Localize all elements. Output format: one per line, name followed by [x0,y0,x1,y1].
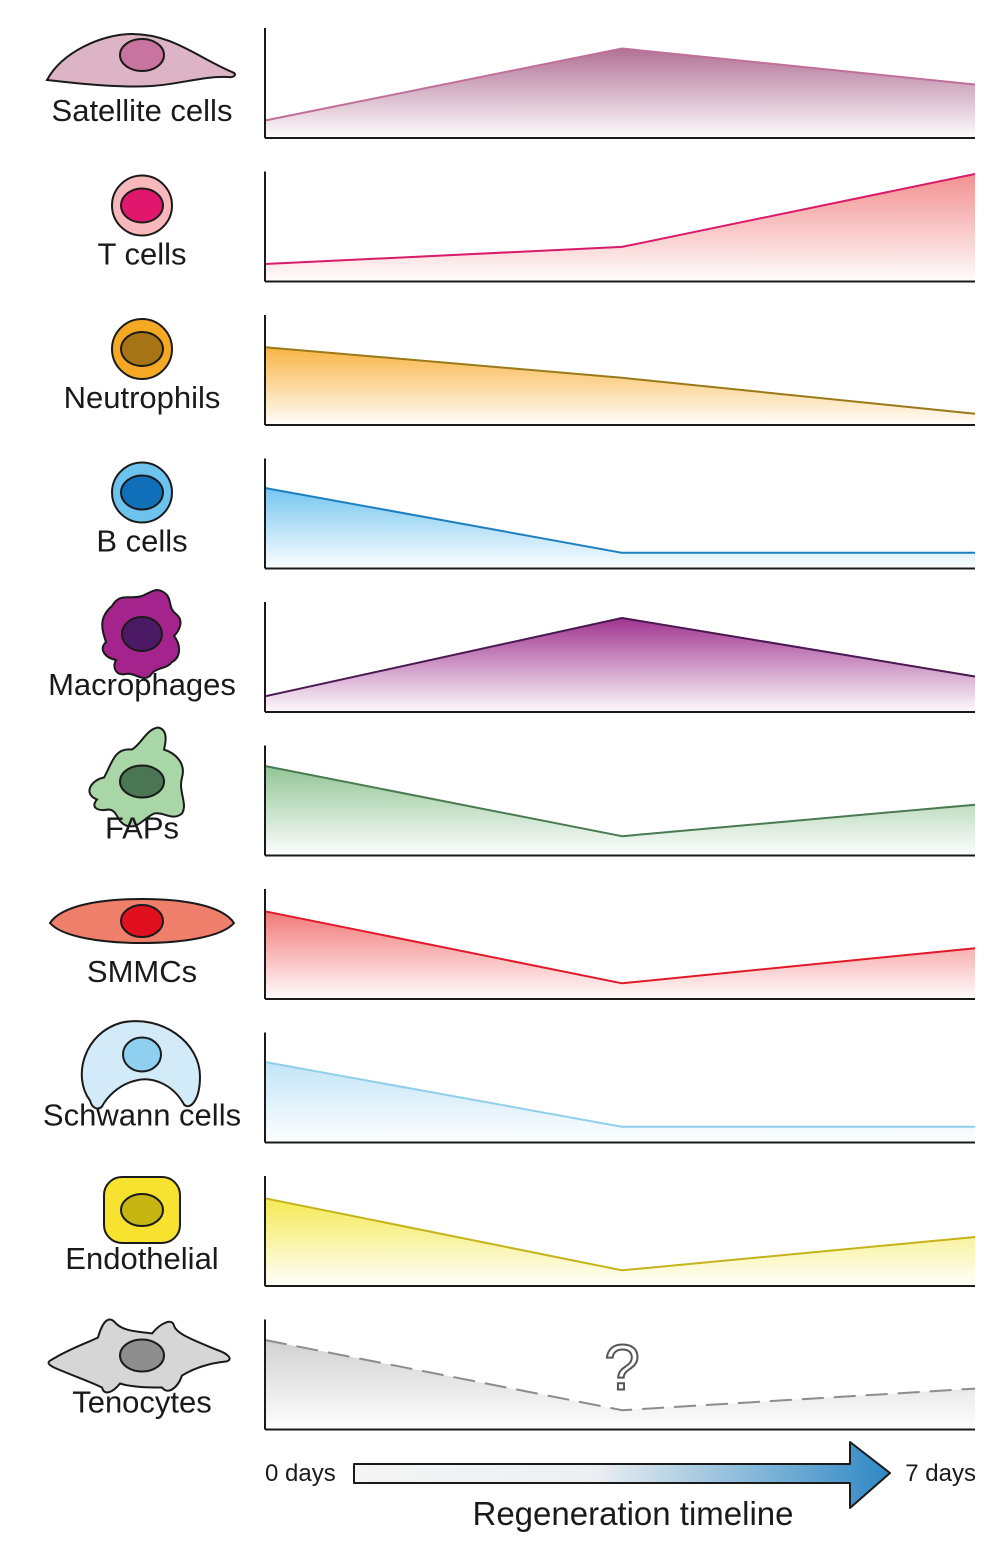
nucleus [119,1338,165,1373]
panel: SMMCs [48,889,976,1000]
elongated-cell-icon [48,897,236,945]
nucleus [119,764,165,799]
nucleus [120,474,164,511]
timeline-end-label: 7 days [905,1460,976,1487]
series-area [265,174,975,282]
cell-type-label: SMMCs [87,954,197,989]
cell-type-label: Endothelial [65,1241,218,1276]
series-line [264,346,976,415]
cell-type-label: Tenocytes [72,1385,212,1420]
nucleus [120,331,164,367]
series-line [264,765,976,838]
fibroblast-icon [88,726,185,828]
panel: Satellite cells [45,28,976,139]
spindle-cell-icon [45,32,236,88]
cell-type-label: Schwann cells [43,1098,241,1133]
panel: FAPs [88,726,976,857]
panel: Endothelial [65,1176,976,1287]
series-line [264,1197,976,1272]
series-line [264,47,976,122]
series-area [265,1340,975,1430]
round-cell-icon [111,174,173,237]
panel: Neutrophils [64,315,976,426]
timeline-start-label: 0 days [265,1460,336,1487]
series-line [264,173,976,265]
series-line [264,1061,975,1128]
nucleus [119,38,165,72]
panel: ? Tenocytes [47,1318,976,1431]
crescent-cell-icon [80,1020,202,1110]
question-mark-annotation: ? [604,1332,640,1404]
series-area [265,347,975,425]
series-line [264,487,975,554]
macrophage-icon [101,589,182,679]
series-area [265,766,975,856]
cell-type-label: Neutrophils [64,380,221,415]
panel: Schwann cells [43,1020,975,1144]
series-area [265,1198,975,1286]
panel: T cells [97,171,976,283]
series-line [264,1339,976,1412]
series-line [264,910,976,985]
series-area [265,1062,975,1143]
nucleus [121,616,163,652]
series-area [265,618,975,712]
timeline-arrow [353,1441,891,1509]
panel: Macrophages [48,589,976,713]
timeline-title: Regeneration timeline [472,1495,793,1532]
series-area [265,488,975,569]
panel: B cells [96,458,975,570]
round-cell-icon [111,461,173,524]
series-area [265,911,975,999]
nucleus [120,187,164,224]
panels: Satellite cells T cells Neutrophils B cells… [43,28,976,1431]
timeline: 0 days 7 days Regeneration timeline [265,1441,976,1532]
nucleus [120,1193,164,1227]
round-cell-icon [111,318,173,380]
cell-type-label: Satellite cells [52,93,233,128]
cell-type-label: B cells [96,524,187,559]
nucleus [122,1036,162,1073]
nucleus [120,904,164,938]
cell-type-label: T cells [97,237,186,272]
series-area [265,48,975,138]
stellate-cell-icon [47,1318,231,1394]
cell-type-label: FAPs [105,811,179,846]
rounded-square-cell-icon [103,1176,181,1244]
series-line [264,617,976,698]
cell-type-label: Macrophages [48,667,236,702]
